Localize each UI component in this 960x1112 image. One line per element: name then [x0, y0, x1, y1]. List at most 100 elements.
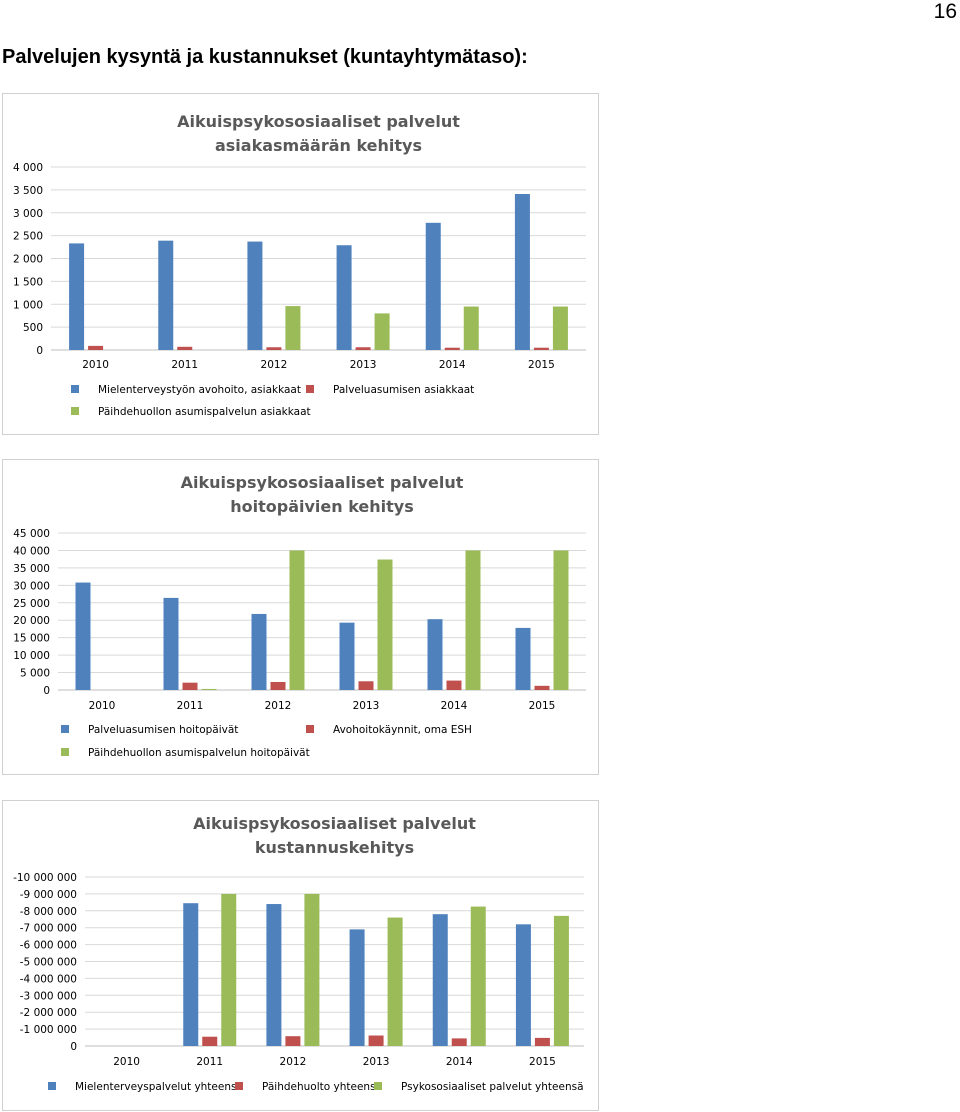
y-tick-label: 0 — [36, 345, 43, 357]
legend-swatch — [61, 748, 69, 756]
y-tick-label: -5 000 000 — [20, 957, 77, 969]
x-tick-label: 2011 — [177, 700, 204, 712]
bar-red-series — [266, 347, 282, 350]
x-tick-label: 2015 — [529, 700, 556, 712]
y-tick-label: 3 000 — [13, 208, 43, 220]
x-tick-label: 2012 — [261, 359, 288, 371]
bar-green-series — [553, 915, 569, 1046]
bar-red-series — [444, 347, 460, 350]
y-tick-label: 10 000 — [13, 650, 50, 662]
bar-blue-series — [515, 627, 531, 690]
chart-title-line: kustannuskehitys — [255, 838, 414, 857]
x-tick-label: 2014 — [439, 359, 466, 371]
bar-green-series — [221, 893, 237, 1046]
y-tick-label: -3 000 000 — [20, 990, 77, 1002]
bar-blue-series — [349, 929, 365, 1046]
bar-red-series — [88, 345, 104, 350]
legend-swatch — [71, 385, 79, 393]
y-tick-label: 3 500 — [13, 185, 43, 197]
legend-swatch — [48, 1082, 56, 1090]
legend-entry: Päihdehuollon asumispalvelun hoitopäivät — [88, 747, 310, 759]
x-tick-label: 2013 — [353, 700, 380, 712]
x-tick-label: 2010 — [113, 1056, 140, 1068]
y-tick-label: 1 000 — [13, 299, 43, 311]
chart-title-line: Aikuispsykososiaaliset palvelut — [181, 473, 464, 492]
bar-red-series — [358, 681, 374, 690]
bar-green-series — [463, 306, 479, 350]
page-number: 16 — [933, 0, 957, 23]
bar-red-series — [177, 346, 193, 350]
bar-red-series — [182, 682, 198, 690]
y-tick-label: -8 000 000 — [20, 906, 77, 918]
legend-entry: Päihdehuolto yhteensä — [262, 1081, 382, 1093]
y-tick-label: 0 — [70, 1041, 77, 1053]
y-tick-label: 30 000 — [13, 580, 50, 592]
bar-red-series — [202, 1036, 218, 1046]
y-tick-label: 20 000 — [13, 615, 50, 627]
chart-customer-count-svg: Aikuispsykososiaaliset palvelut asiakasmä… — [13, 112, 586, 418]
y-tick-label: 2 500 — [13, 231, 43, 243]
bar-blue-series — [425, 222, 441, 350]
bar-green-series — [374, 313, 390, 350]
chart-title-line: Aikuispsykososiaaliset palvelut — [177, 112, 460, 131]
bar-blue-series — [183, 903, 199, 1046]
x-tick-label: 2013 — [350, 359, 377, 371]
legend-swatch — [235, 1082, 243, 1090]
y-tick-label: 1 500 — [13, 276, 43, 288]
bar-green-series — [470, 906, 486, 1046]
y-tick-label: 35 000 — [13, 563, 50, 575]
bar-blue-series — [514, 193, 530, 350]
legend-entry: Palveluasumisen hoitopäivät — [88, 724, 238, 736]
chart-cost-development: Aikuispsykososiaaliset palvelut kustannus… — [2, 800, 599, 1111]
bar-green-series — [465, 550, 481, 690]
bar-red-series — [446, 680, 462, 690]
y-tick-label: 500 — [23, 322, 43, 334]
bar-blue-series — [427, 619, 443, 690]
y-tick-label: 2 000 — [13, 254, 43, 266]
chart-title-line: Aikuispsykososiaaliset palvelut — [193, 814, 476, 833]
legend-swatch — [306, 725, 314, 733]
bar-green-series — [304, 893, 320, 1046]
bar-green-series — [377, 559, 393, 690]
x-tick-label: 2011 — [196, 1056, 223, 1068]
y-tick-label: -4 000 000 — [20, 973, 77, 985]
bar-blue-series — [163, 597, 179, 690]
legend-swatch — [374, 1082, 382, 1090]
bar-blue-series — [247, 241, 263, 350]
x-tick-label: 2011 — [171, 359, 198, 371]
y-tick-label: 0 — [43, 685, 50, 697]
legend-entry: Palveluasumisen asiakkaat — [333, 384, 474, 396]
legend-swatch — [71, 407, 79, 415]
bar-red-series — [534, 1037, 550, 1046]
bar-red-series — [534, 685, 550, 690]
bar-red-series — [285, 1036, 301, 1046]
chart-care-days: Aikuispsykososiaaliset palvelut hoitopäiv… — [2, 459, 599, 775]
x-tick-label: 2010 — [89, 700, 116, 712]
bar-red-series — [355, 347, 371, 350]
y-tick-label: 4 000 — [13, 162, 43, 174]
bar-blue-series — [266, 904, 282, 1046]
bar-blue-series — [515, 924, 531, 1046]
legend-entry: Psykososiaaliset palvelut yhteensä — [401, 1081, 584, 1093]
x-tick-label: 2014 — [446, 1056, 473, 1068]
page-heading: Palvelujen kysyntä ja kustannukset (kunt… — [2, 46, 528, 68]
x-tick-label: 2015 — [529, 1056, 556, 1068]
bar-red-series — [533, 347, 549, 350]
bar-blue-series — [251, 613, 267, 690]
bar-blue-series — [158, 240, 174, 350]
y-tick-label: -9 000 000 — [20, 889, 77, 901]
x-tick-label: 2014 — [441, 700, 468, 712]
chart-title-line: hoitopäivien kehitys — [230, 497, 414, 516]
x-tick-label: 2010 — [82, 359, 109, 371]
y-tick-label: -7 000 000 — [20, 923, 77, 935]
y-tick-label: 25 000 — [13, 598, 50, 610]
y-tick-label: -6 000 000 — [20, 940, 77, 952]
chart-care-days-svg: Aikuispsykososiaaliset palvelut hoitopäiv… — [13, 473, 586, 759]
bar-red-series — [451, 1038, 467, 1046]
bar-green-series — [201, 688, 217, 690]
bar-blue-series — [75, 582, 91, 690]
y-tick-label: -2 000 000 — [20, 1007, 77, 1019]
x-tick-label: 2012 — [280, 1056, 307, 1068]
bar-blue-series — [432, 914, 448, 1046]
y-tick-label: 5 000 — [20, 668, 50, 680]
